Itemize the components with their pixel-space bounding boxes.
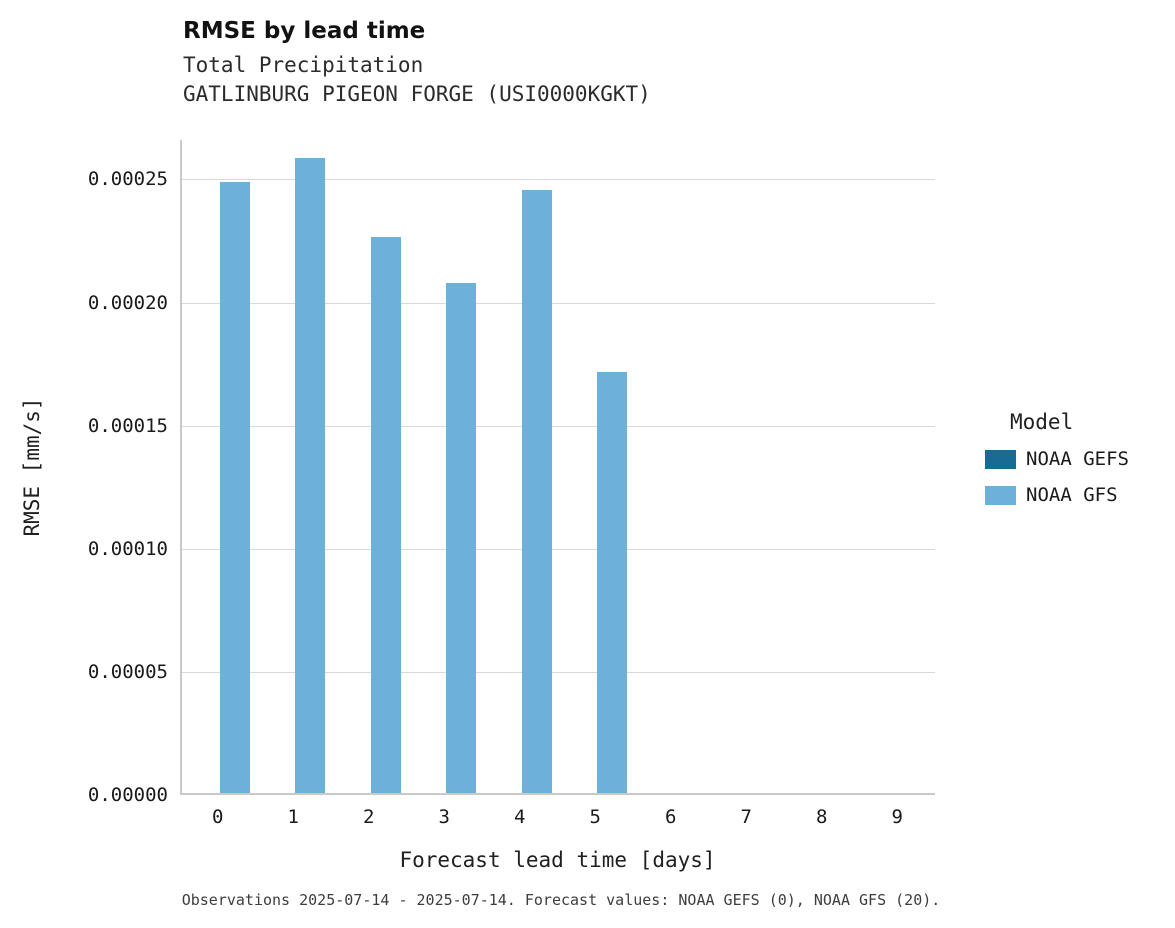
legend-title: Model [1010, 410, 1074, 434]
legend-entry: NOAA GFS [985, 484, 1129, 506]
bar-noaa-gfs-4 [521, 189, 552, 793]
legend: Model NOAA GEFS NOAA GFS [985, 410, 1129, 520]
chart-subtitle-line2: GATLINBURG PIGEON FORGE (USI0000KGKT) [183, 82, 651, 106]
y-tick-label: 0.00000 [87, 784, 168, 806]
x-tick-label: 0 [212, 806, 224, 828]
caption: Observations 2025-07-14 - 2025-07-14. Fo… [181, 891, 941, 909]
bar-noaa-gfs-1 [295, 157, 326, 793]
chart-title: RMSE by lead time [183, 18, 426, 44]
x-tick-label: 3 [438, 806, 450, 828]
gridline [182, 302, 935, 304]
x-axis-label: Forecast lead time [days] [399, 848, 716, 872]
x-tick-label: 8 [816, 806, 828, 828]
legend-swatch-noaa-gfs [985, 485, 1016, 505]
x-tick-label: 7 [740, 806, 752, 828]
x-tick-label: 5 [589, 806, 601, 828]
chart-subtitle-line1: Total Precipitation [183, 53, 424, 77]
x-tick-label: 2 [363, 806, 375, 828]
legend-entry: NOAA GEFS [985, 448, 1129, 470]
legend-label-noaa-gefs: NOAA GEFS [1026, 448, 1129, 470]
x-tick-label: 4 [514, 806, 526, 828]
x-tick-label: 1 [287, 806, 299, 828]
y-tick-label: 0.00015 [87, 414, 168, 437]
gridline [182, 425, 935, 427]
bar-noaa-gfs-5 [597, 371, 628, 793]
x-tick-label: 6 [665, 806, 677, 828]
y-tick-label: 0.00025 [87, 168, 168, 191]
bar-noaa-gfs-3 [446, 283, 477, 793]
gridline [182, 548, 935, 550]
bar-noaa-gfs-2 [370, 236, 401, 793]
legend-label-noaa-gfs: NOAA GFS [1026, 484, 1118, 506]
gridline [182, 671, 935, 673]
plot-area [180, 140, 935, 795]
y-tick-label: 0.00010 [87, 537, 168, 560]
gridline [182, 179, 935, 181]
x-tick-label: 9 [891, 806, 903, 828]
y-tick-label: 0.00020 [87, 291, 168, 314]
bar-noaa-gfs-0 [219, 182, 250, 793]
y-tick-label: 0.00005 [87, 660, 168, 683]
legend-swatch-noaa-gefs [985, 449, 1016, 469]
